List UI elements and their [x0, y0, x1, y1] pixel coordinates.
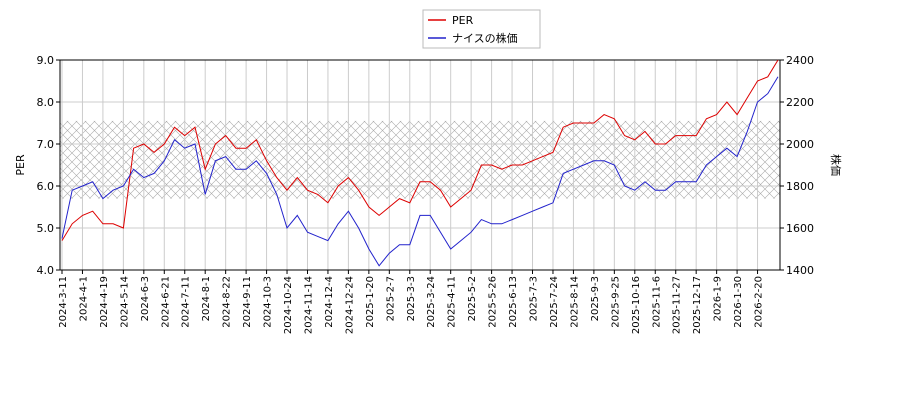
- x-tick-label: 2025-9-3: [590, 276, 601, 321]
- x-tick-label: 2025-4-11: [447, 276, 458, 328]
- x-tick-label: 2024-8-1: [201, 276, 212, 321]
- x-tick-label: 2024-3-11: [58, 276, 69, 328]
- y2-tick-label: 1400: [786, 264, 814, 277]
- y2-tick-label: 2000: [786, 138, 814, 151]
- x-tick-label: 2025-3-3: [406, 276, 417, 321]
- x-tick-label: 2025-12-17: [692, 276, 703, 334]
- x-tick-label: 2025-7-3: [529, 276, 540, 321]
- series-line: [61, 59, 779, 241]
- x-tick-label: 2024-4-19: [99, 276, 110, 328]
- x-tick-label: 2024-12-24: [344, 276, 355, 334]
- x-tick-label: 2024-7-11: [181, 276, 192, 328]
- x-tick-label: 2025-5-2: [467, 276, 478, 321]
- y-tick-label: 6.0: [37, 180, 55, 193]
- x-tick-label: 2024-4-1: [78, 276, 89, 321]
- x-tick-label: 2026-1-30: [733, 276, 744, 328]
- x-tick-label: 2025-2-7: [385, 276, 396, 321]
- x-tick-label: 2024-6-3: [140, 276, 151, 321]
- x-tick-label: 2025-1-20: [365, 276, 376, 328]
- x-tick-label: 2024-10-3: [263, 276, 274, 328]
- y2-tick-label: 2400: [786, 54, 814, 67]
- x-tick-label: 2024-5-14: [119, 276, 130, 328]
- y-tick-label: 8.0: [37, 96, 55, 109]
- y-tick-label: 9.0: [37, 54, 55, 67]
- y-tick-label: 7.0: [37, 138, 55, 151]
- x-tick-label: 2025-9-25: [610, 276, 621, 328]
- x-tick-label: 2024-12-4: [324, 276, 335, 328]
- x-tick-label: 2025-7-24: [549, 276, 560, 328]
- x-tick-label: 2025-5-26: [488, 276, 499, 328]
- x-tick-label: 2025-3-24: [426, 276, 437, 328]
- x-tick-label: 2026-2-20: [754, 276, 765, 328]
- y2-tick-label: 1800: [786, 180, 814, 193]
- x-tick-label: 2024-11-14: [303, 276, 314, 334]
- series-line: [61, 76, 779, 267]
- y2-axis-label: 株価: [829, 154, 843, 176]
- y2-tick-label: 2200: [786, 96, 814, 109]
- y-tick-label: 4.0: [37, 264, 55, 277]
- plot-frame: [59, 59, 781, 271]
- legend-label: ナイスの株価: [452, 31, 518, 45]
- x-tick-label: 2025-10-16: [631, 276, 642, 334]
- y-axis-label: PER: [14, 154, 27, 176]
- shaded-range: [60, 120, 780, 199]
- legend-box: [422, 9, 541, 49]
- x-tick-label: 2025-11-27: [672, 276, 683, 334]
- x-tick-label: 2024-9-11: [242, 276, 253, 328]
- x-tick-label: 2026-1-9: [713, 276, 724, 321]
- x-tick-label: 2025-6-13: [508, 276, 519, 328]
- x-tick-label: 2024-10-24: [283, 276, 294, 334]
- x-tick-label: 2024-8-22: [222, 276, 233, 328]
- y-tick-label: 5.0: [37, 222, 55, 235]
- legend-label: PER: [452, 14, 474, 27]
- y2-tick-label: 1600: [786, 222, 814, 235]
- x-tick-label: 2025-11-6: [651, 276, 662, 328]
- x-tick-label: 2025-8-14: [569, 276, 580, 328]
- x-tick-label: 2024-6-21: [160, 276, 171, 328]
- legend: PER ナイスの株価: [422, 9, 541, 49]
